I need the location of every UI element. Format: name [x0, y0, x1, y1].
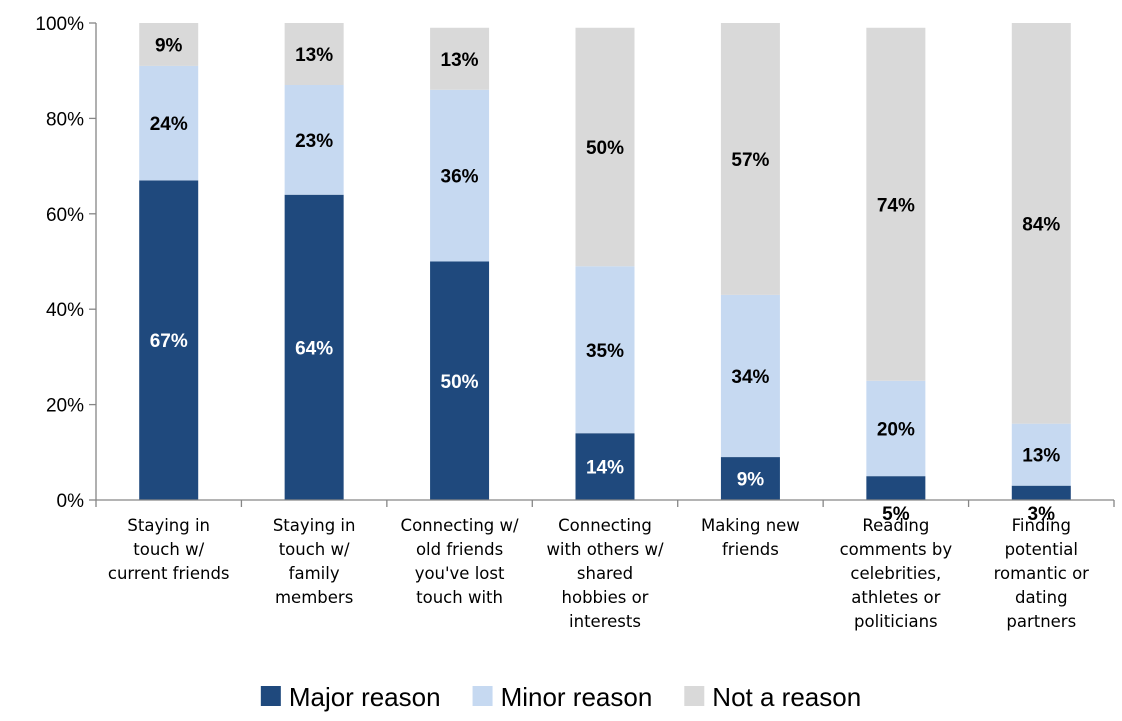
category-label-1: Staying in touch w/current friends: [108, 516, 230, 583]
bar-major-reason-6: [866, 476, 926, 500]
data-label-not-a-reason-6: 74%: [877, 195, 915, 216]
legend-swatch-not-a-reason: [684, 686, 705, 706]
category-label-7: Finding potential romantic or dating partner…: [994, 516, 1090, 631]
data-label-not-a-reason-4: 50%: [586, 138, 624, 159]
bar-major-reason-3: [430, 261, 490, 500]
bar-minor-reason-2: [284, 85, 344, 195]
bar-minor-reason-6: [866, 380, 926, 477]
x-axis: Staying in touch w/current friends Staying…: [95, 499, 1115, 631]
legend-label-major-reason: Major reason: [289, 682, 441, 712]
bar-minor-reason-4: [575, 266, 635, 434]
category-label-6: Reading comments by celebrities, athletes o…: [840, 516, 953, 631]
data-label-not-a-reason-5: 57%: [731, 150, 769, 171]
bar-major-reason-4: [575, 433, 635, 500]
bar-major-reason-2: [284, 194, 344, 500]
category-label-4: Connecting with others w/shared hobbies or…: [546, 516, 664, 631]
y-tick-label: 100%: [35, 14, 84, 35]
bar-major-reason-5: [720, 457, 780, 500]
bar-not-a-reason-3: [430, 27, 490, 90]
data-label-not-a-reason-1: 9%: [155, 35, 183, 56]
bars-layer: [139, 23, 1071, 500]
bar-not-a-reason-7: [1011, 23, 1071, 424]
data-label-not-a-reason-3: 13%: [441, 50, 479, 71]
data-label-major-reason-1: 67%: [150, 331, 188, 352]
data-label-minor-reason-7: 13%: [1022, 446, 1060, 467]
data-labels-layer: 67% 24% 9% 64% 23% 13% 50% 36% 13% 14% 35% 50% 9% 34%…: [150, 35, 1061, 525]
legend: Major reason Minor reason Not a reason: [260, 682, 861, 712]
data-label-minor-reason-3: 36%: [441, 167, 479, 188]
bar-not-a-reason-6: [866, 27, 926, 381]
bar-minor-reason-3: [430, 89, 490, 262]
y-tick-label: 0%: [57, 491, 85, 512]
bar-not-a-reason-1: [139, 23, 199, 66]
y-axis: 0% 20% 40% 60% 80% 100%: [35, 14, 97, 512]
legend-swatch-minor-reason: [472, 686, 493, 706]
data-label-major-reason-7: 3%: [1028, 504, 1056, 525]
legend-swatch-major-reason: [260, 686, 281, 706]
bar-not-a-reason-5: [720, 23, 780, 295]
y-tick-label: 40%: [46, 300, 84, 321]
data-label-minor-reason-1: 24%: [150, 114, 188, 135]
bar-minor-reason-5: [720, 294, 780, 458]
legend-label-minor-reason: Minor reason: [501, 682, 653, 712]
data-label-not-a-reason-7: 84%: [1022, 214, 1060, 235]
data-label-major-reason-3: 50%: [441, 372, 479, 393]
category-label-3: Connecting w/old friends you've lost touch…: [401, 516, 519, 607]
data-label-major-reason-2: 64%: [295, 338, 333, 359]
category-label-2: Staying in touch w/family members: [273, 516, 356, 607]
bar-major-reason-1: [139, 180, 199, 500]
legend-label-not-a-reason: Not a reason: [712, 682, 861, 712]
y-tick-label: 80%: [46, 109, 84, 130]
bar-major-reason-7: [1011, 485, 1071, 500]
data-label-not-a-reason-2: 13%: [295, 45, 333, 66]
data-label-major-reason-4: 14%: [586, 458, 624, 479]
data-label-minor-reason-6: 20%: [877, 419, 915, 440]
y-tick-label: 20%: [46, 396, 84, 417]
bar-not-a-reason-4: [575, 27, 635, 267]
category-label-5: Making new friends: [701, 516, 800, 559]
bar-not-a-reason-2: [284, 23, 344, 86]
data-label-major-reason-6: 5%: [882, 504, 910, 525]
y-tick-label: 60%: [46, 205, 84, 226]
bar-minor-reason-7: [1011, 423, 1071, 486]
data-label-minor-reason-5: 34%: [731, 367, 769, 388]
bar-minor-reason-1: [139, 65, 199, 181]
data-label-minor-reason-4: 35%: [586, 341, 624, 362]
data-label-major-reason-5: 9%: [737, 470, 765, 491]
data-label-minor-reason-2: 23%: [295, 131, 333, 152]
